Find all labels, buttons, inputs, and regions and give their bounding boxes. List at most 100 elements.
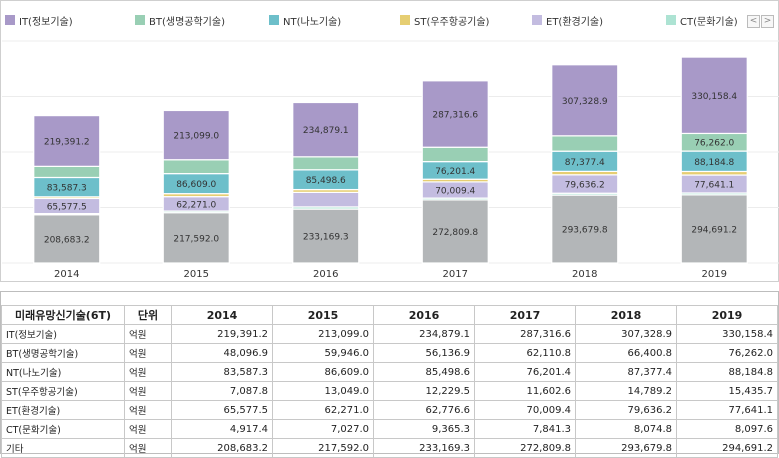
bar-segment <box>292 156 360 171</box>
legend-item[interactable]: ET(환경기술) <box>532 11 603 29</box>
row-unit: 억원 <box>124 324 172 344</box>
data-label: 287,316.6 <box>432 111 478 121</box>
header-year: 2018 <box>575 305 677 325</box>
table-cell: 7,087.8 <box>171 381 273 401</box>
row-unit: 억원 <box>124 400 172 420</box>
legend-item[interactable]: BT(생명공학기술) <box>135 11 225 29</box>
legend-label: ST(우주항공기술) <box>414 16 490 28</box>
data-label: 65,577.5 <box>47 203 87 213</box>
row-category: ET(환경기술) <box>1 400 125 420</box>
data-label: 86,609.0 <box>176 180 216 190</box>
table-cell: 287,316.6 <box>474 324 576 344</box>
bar-segment <box>33 214 101 264</box>
table-cell: 86,609.0 <box>272 362 374 382</box>
table-cell: 70,009.4 <box>474 400 576 420</box>
row-unit: 억원 <box>124 362 172 382</box>
data-label: 294,691.2 <box>691 225 737 235</box>
table-cell: 330,158.4 <box>676 324 778 344</box>
table-row: ET(환경기술) 억원 65,577.5 62,271.0 62,776.6 70,009… <box>1 400 778 420</box>
stacked-bar-chart: 208,683.2 65,577.5 83,587.3 219,391.2 2014 21… <box>2 40 779 280</box>
table-cell: 14,789.2 <box>575 381 677 401</box>
table-cell: 294,691.2 <box>676 438 778 458</box>
data-label: 219,391.2 <box>44 137 90 147</box>
table-cell: 62,271.0 <box>272 400 374 420</box>
data-label: 88,184.8 <box>694 158 734 168</box>
header-year: 2019 <box>676 305 778 325</box>
legend-swatch <box>135 15 145 25</box>
legend-swatch <box>532 15 542 25</box>
header-year: 2017 <box>474 305 576 325</box>
legend-item[interactable]: IT(정보기술) <box>5 11 73 29</box>
row-unit: 억원 <box>124 419 172 439</box>
table-cell: 213,099.0 <box>272 324 374 344</box>
table-row: IT(정보기술) 억원 219,391.2 213,099.0 234,879.1 287… <box>1 324 778 344</box>
header-year: 2016 <box>373 305 475 325</box>
x-tick-label: 2015 <box>184 269 209 280</box>
bar-segment <box>680 56 748 135</box>
legend-next-button[interactable]: > <box>761 15 774 28</box>
table-cell: 88,184.8 <box>676 362 778 382</box>
legend-swatch <box>5 15 15 25</box>
table-cell: 4,917.4 <box>171 419 273 439</box>
data-label: 70,009.4 <box>435 187 475 197</box>
legend-item[interactable]: CT(문화기술) <box>666 11 738 29</box>
legend-swatch <box>666 15 676 25</box>
table-cell: 293,679.8 <box>575 438 677 458</box>
table-header-row: 미래유망신기술(6T) 단위 2014 2015 2016 2017 2018 … <box>1 305 778 325</box>
legend-label: CT(문화기술) <box>680 16 738 28</box>
x-tick-label: 2014 <box>54 269 79 280</box>
table-cell: 85,498.6 <box>373 362 475 382</box>
data-label: 85,498.6 <box>306 176 346 186</box>
table-cell: 13,049.0 <box>272 381 374 401</box>
legend-label: IT(정보기술) <box>19 16 73 28</box>
bar-segment <box>551 194 619 264</box>
bar-segment <box>33 165 101 179</box>
legend-item[interactable]: NT(나노기술) <box>269 11 341 29</box>
section-divider <box>0 282 779 291</box>
bar-segment <box>292 101 360 158</box>
x-tick-label: 2019 <box>702 269 727 280</box>
header-year: 2014 <box>171 305 273 325</box>
row-unit: 억원 <box>124 438 172 458</box>
data-table-panel: 미래유망신기술(6T) 단위 2014 2015 2016 2017 2018 … <box>0 291 779 458</box>
header-year: 2015 <box>272 305 374 325</box>
table-row: ST(우주항공기술) 억원 7,087.8 13,049.0 12,229.5 11,60… <box>1 381 778 401</box>
table-cell: 76,262.0 <box>676 343 778 363</box>
table-cell: 233,169.3 <box>373 438 475 458</box>
table-cell: 7,027.0 <box>272 419 374 439</box>
table-cell: 9,365.3 <box>373 419 475 439</box>
row-category: NT(나노기술) <box>1 362 125 382</box>
x-tick-label: 2017 <box>443 269 468 280</box>
data-label: 234,879.1 <box>303 126 349 136</box>
table-row: BT(생명공학기술) 억원 48,096.9 59,946.0 56,136.9 62,1… <box>1 343 778 363</box>
table-cell: 62,776.6 <box>373 400 475 420</box>
legend-pager: < > <box>746 15 774 28</box>
data-label: 233,169.3 <box>303 233 349 243</box>
legend-label: ET(환경기술) <box>546 16 604 28</box>
table-cell: 11,602.6 <box>474 381 576 401</box>
table-cell: 217,592.0 <box>272 438 374 458</box>
bar-segment <box>162 159 230 175</box>
bar-segment <box>680 194 748 264</box>
table-cell: 15,435.7 <box>676 381 778 401</box>
legend-prev-button[interactable]: < <box>747 15 760 28</box>
data-label: 330,158.4 <box>691 92 737 102</box>
table-cell: 56,136.9 <box>373 343 475 363</box>
header-category: 미래유망신기술(6T) <box>1 305 125 325</box>
chart-legend: IT(정보기술) BT(생명공학기술) NT(나노기술) ST(우주항공기술) ET(환… <box>5 11 745 33</box>
chart-panel: 208,683.2 65,577.5 83,587.3 219,391.2 2014 21… <box>0 0 779 282</box>
bar-segment <box>162 109 230 161</box>
legend-label: BT(생명공학기술) <box>149 16 225 28</box>
data-label: 77,641.1 <box>694 181 734 191</box>
legend-item[interactable]: ST(우주항공기술) <box>400 11 489 29</box>
table-cell: 8,074.8 <box>575 419 677 439</box>
table-cell: 76,201.4 <box>474 362 576 382</box>
row-unit: 억원 <box>124 343 172 363</box>
table-row: CT(문화기술) 억원 4,917.4 7,027.0 9,365.3 7,841.3 8,… <box>1 419 778 439</box>
table-cell: 208,683.2 <box>171 438 273 458</box>
bar-segment <box>162 212 230 264</box>
bar-segment <box>421 199 489 264</box>
legend-swatch <box>269 15 279 25</box>
table-cell: 307,328.9 <box>575 324 677 344</box>
table-cell: 66,400.8 <box>575 343 677 363</box>
